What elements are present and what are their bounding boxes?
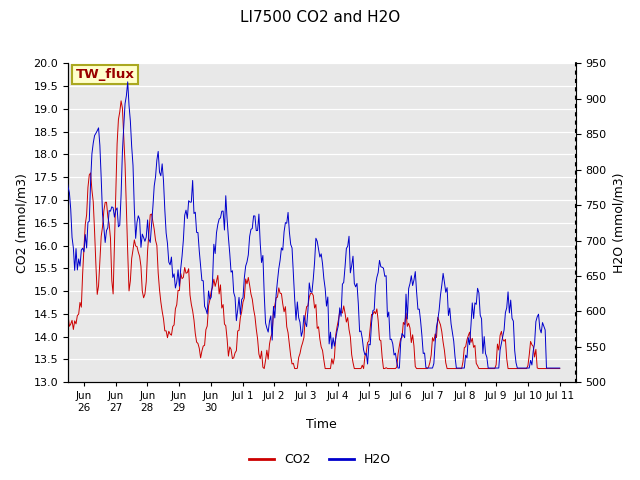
Legend: CO2, H2O: CO2, H2O [244,448,396,471]
Y-axis label: CO2 (mmol/m3): CO2 (mmol/m3) [15,173,28,273]
Y-axis label: H2O (mmol/m3): H2O (mmol/m3) [612,172,625,273]
Text: LI7500 CO2 and H2O: LI7500 CO2 and H2O [240,10,400,24]
X-axis label: Time: Time [307,419,337,432]
Text: TW_flux: TW_flux [76,68,134,81]
